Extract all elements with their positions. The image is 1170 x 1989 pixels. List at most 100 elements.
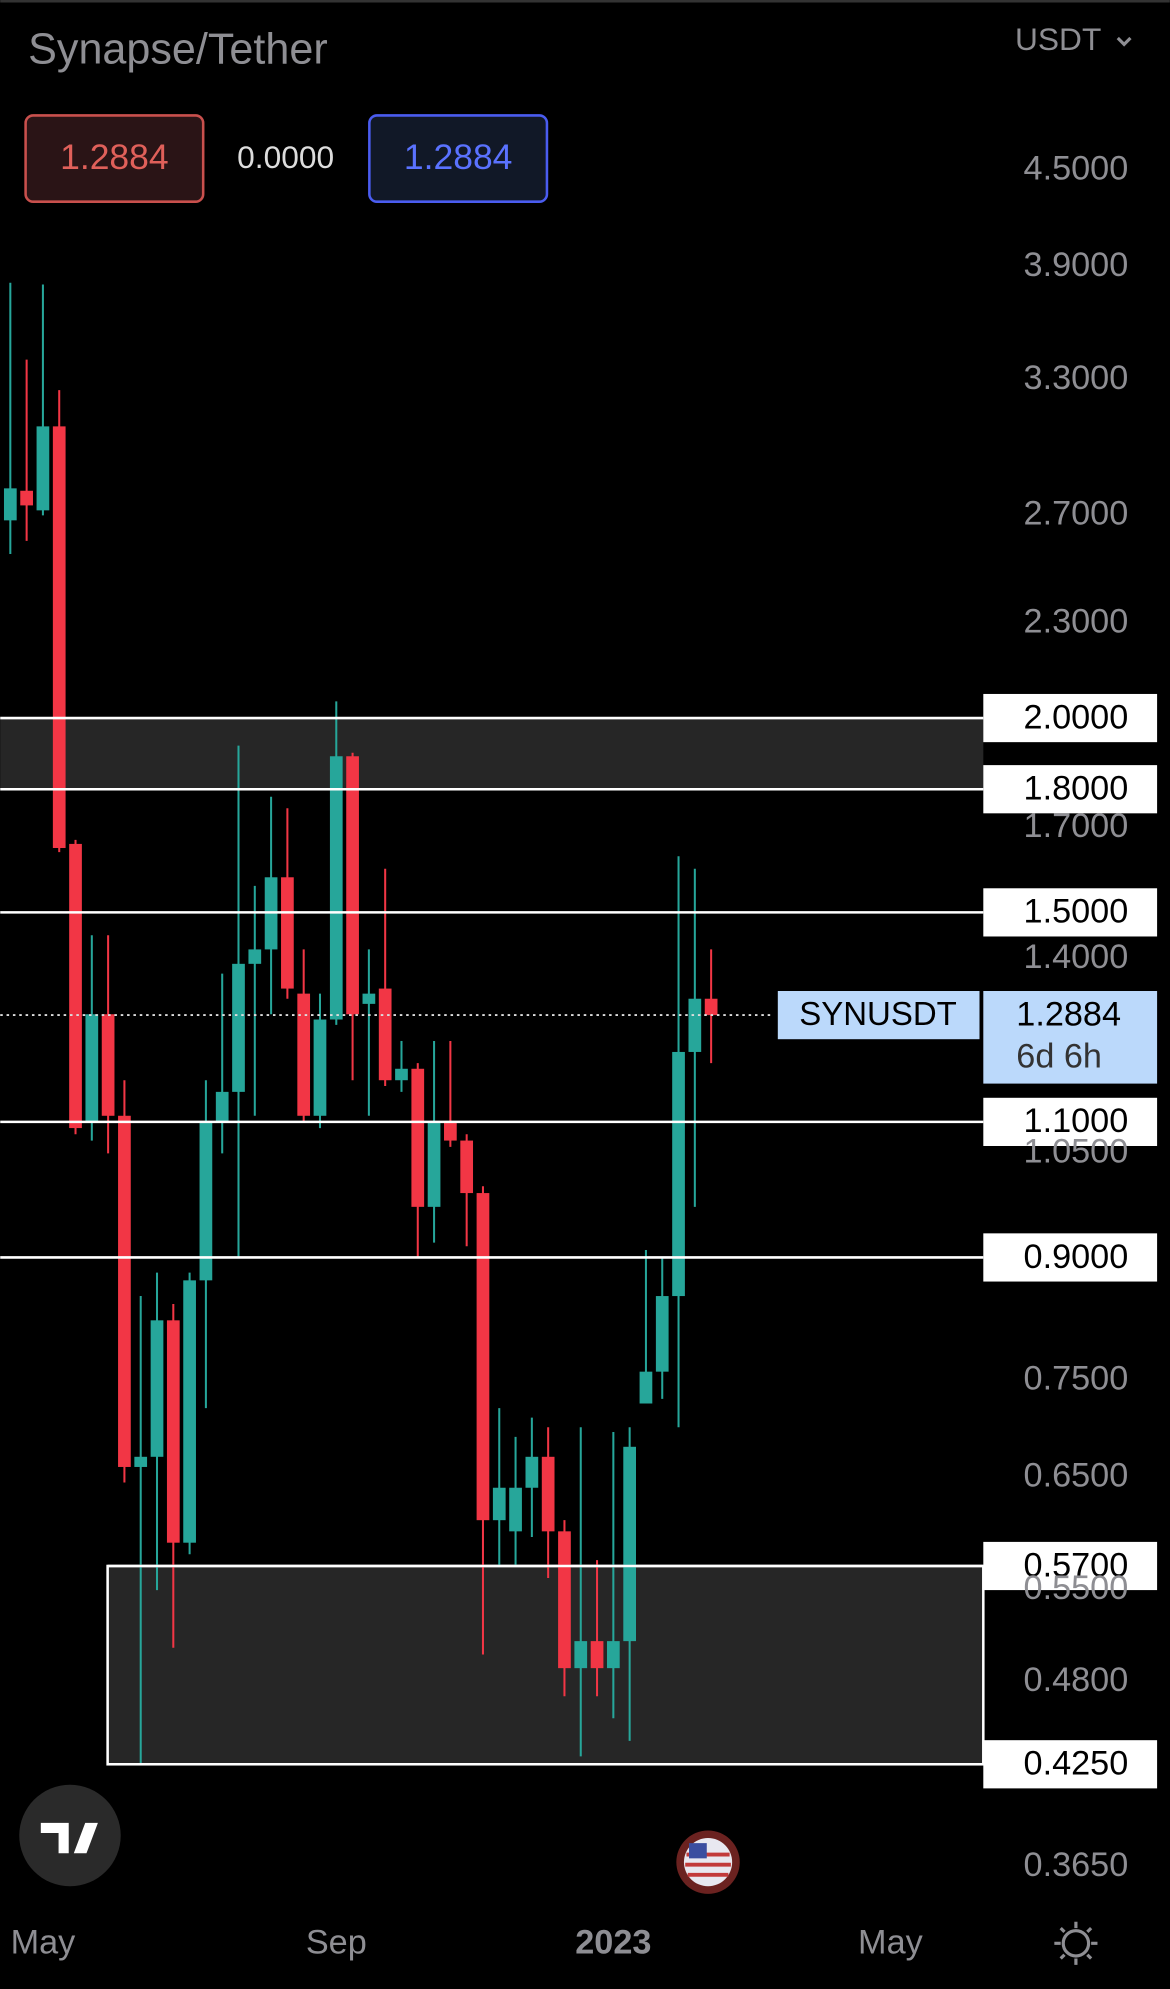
bid-box[interactable]	[24, 114, 205, 203]
y-tick-label: 3.3000	[1024, 359, 1129, 397]
level-label-box	[983, 1541, 1158, 1591]
symbol-box	[777, 991, 980, 1040]
y-tick-label: 2.7000	[1024, 494, 1129, 532]
candle-body	[525, 1456, 539, 1488]
zone	[106, 1564, 985, 1766]
candle-body	[329, 756, 343, 1020]
level-label: 2.0000	[1024, 698, 1129, 736]
candle-body	[655, 1296, 669, 1372]
levels: 2.0000 1.8000 1.5000 1.1000 0.9000 0.5700 0.42…	[0, 693, 1158, 1789]
currency[interactable]: USDT	[1015, 21, 1101, 57]
y-tick-label: 1.7000	[1024, 807, 1129, 845]
spread: 0.0000	[237, 139, 334, 175]
candle-body	[297, 993, 311, 1116]
flag-canton	[689, 1843, 707, 1859]
candle-body	[460, 1140, 474, 1194]
y-tick-label: 3.9000	[1024, 246, 1129, 284]
candle-body	[36, 426, 50, 511]
candle-body	[199, 1121, 213, 1281]
candle-body	[101, 1014, 115, 1116]
candle-body	[85, 1014, 99, 1122]
candle-body	[590, 1641, 604, 1669]
level-label: 1.8000	[1024, 770, 1129, 808]
candle-body	[639, 1371, 653, 1404]
candle-body	[395, 1068, 408, 1081]
candles	[3, 282, 718, 1765]
candle-body	[444, 1121, 457, 1141]
candle-body	[183, 1280, 196, 1543]
zone	[0, 718, 984, 790]
candle-body	[558, 1531, 571, 1669]
chart-title: Synapse/Tether	[28, 25, 328, 73]
y-tick-label: 0.6500	[1024, 1456, 1129, 1494]
level-label-box	[983, 1740, 1158, 1789]
candle-body	[411, 1068, 425, 1207]
candle-body	[313, 1019, 327, 1116]
candle-body	[362, 993, 376, 1004]
y-tick-label: 0.7500	[1024, 1360, 1129, 1398]
y-tick-label: 1.0500	[1024, 1132, 1129, 1170]
level-label: 1.1000	[1024, 1102, 1129, 1140]
candle-body	[623, 1446, 637, 1642]
candle-body	[688, 998, 702, 1052]
symbol-label: SYNUSDT	[799, 995, 957, 1032]
candle-body	[248, 949, 262, 964]
candle-body	[672, 1051, 685, 1297]
level-label: 0.5700	[1024, 1546, 1129, 1584]
level-label: 1.5000	[1024, 893, 1129, 931]
y-axis: 4.5000 3.9000 3.3000 2.7000 2.3000 1.7000 1.40…	[1024, 149, 1129, 1884]
candle-body	[346, 756, 359, 1015]
candle-body	[427, 1121, 441, 1207]
candle-body	[52, 426, 66, 849]
candle-body	[150, 1320, 164, 1457]
x-tick-label: May	[858, 1924, 924, 1962]
x-axis: May Sep 2023 May	[11, 1924, 924, 1962]
candle-body	[509, 1487, 522, 1532]
level-label-box	[983, 1097, 1158, 1146]
last-price-box	[983, 991, 1158, 1084]
x-tick-label: Sep	[306, 1924, 367, 1962]
candle-body	[118, 1115, 131, 1467]
settings-icon[interactable]	[1061, 1929, 1091, 1958]
candle-body	[574, 1641, 588, 1669]
candle-body	[215, 1091, 229, 1122]
candle-body	[541, 1456, 555, 1532]
level-label: 0.4250	[1024, 1745, 1129, 1783]
settings-rays[interactable]	[1054, 1921, 1098, 1965]
candle-body	[704, 998, 718, 1016]
candle-body	[3, 488, 17, 521]
candle-body	[606, 1641, 620, 1669]
y-tick-label: 4.5000	[1024, 149, 1129, 187]
countdown: 6d 6h	[1016, 1037, 1102, 1075]
last-price-label: 1.2884	[1016, 995, 1121, 1033]
level-label-box	[983, 693, 1158, 743]
x-tick-label: 2023	[575, 1924, 651, 1962]
candle-body	[69, 843, 82, 1129]
candle-body	[492, 1487, 506, 1521]
candle-body	[166, 1320, 180, 1543]
candle-body	[232, 963, 245, 1092]
level-label-box	[983, 888, 1158, 937]
candle-body	[476, 1193, 490, 1521]
x-tick-label: May	[11, 1924, 77, 1962]
y-tick-label: 1.4000	[1024, 938, 1129, 976]
candle-body	[20, 490, 33, 506]
level-label-box	[983, 1233, 1158, 1282]
y-tick-label: 0.3650	[1024, 1846, 1129, 1884]
candle-body	[134, 1456, 148, 1467]
logo[interactable]	[40, 1822, 98, 1854]
y-tick-label: 2.3000	[1024, 603, 1129, 641]
candle-body	[281, 877, 294, 989]
y-tick-label: 0.5500	[1024, 1569, 1129, 1607]
bid-price[interactable]: 1.2884	[60, 137, 169, 177]
y-tick-label: 0.4800	[1024, 1661, 1129, 1699]
level-label-box	[983, 765, 1158, 814]
logo-button[interactable]	[19, 1784, 121, 1887]
ask-price[interactable]: 1.2884	[404, 137, 513, 177]
currency-chevron[interactable]	[1116, 36, 1132, 47]
ask-box[interactable]	[368, 114, 549, 203]
last-price: SYNUSDT 1.2884 6d 6h	[0, 991, 1158, 1084]
level-label: 0.9000	[1024, 1238, 1129, 1276]
